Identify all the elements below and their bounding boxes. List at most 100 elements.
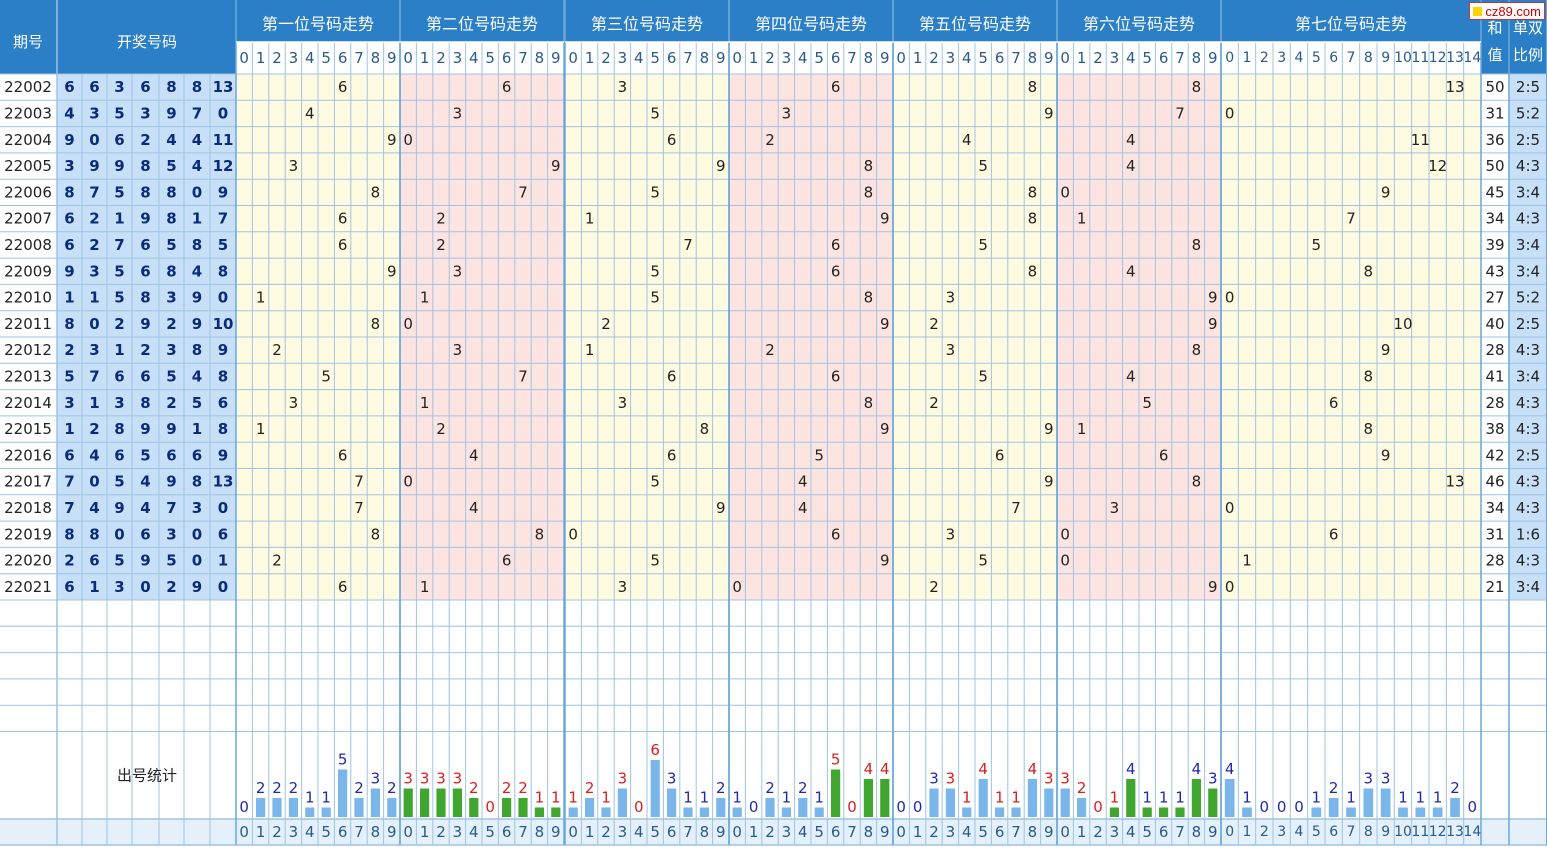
trend-hit-number: 13 bbox=[1445, 78, 1464, 96]
stats-bar bbox=[403, 788, 413, 817]
trend-hit-number: 5 bbox=[978, 367, 988, 385]
stats-count: 0 bbox=[239, 798, 249, 816]
trend-hit-number: 8 bbox=[371, 525, 381, 543]
stats-bar bbox=[1044, 788, 1054, 817]
draw-number: 0 bbox=[218, 578, 228, 596]
digit-header: 12 bbox=[1429, 50, 1447, 66]
stats-bar bbox=[1175, 807, 1185, 817]
draw-number: 5 bbox=[218, 236, 228, 254]
draw-number: 5 bbox=[166, 236, 176, 254]
digit-header: 2 bbox=[929, 49, 939, 67]
stats-bar bbox=[1311, 807, 1322, 817]
trend-hit-number: 8 bbox=[864, 394, 874, 412]
issue-number: 22004 bbox=[4, 131, 52, 149]
trend-hit-number: 0 bbox=[403, 315, 413, 333]
draw-number: 9 bbox=[218, 341, 228, 359]
trend-hit-number: 9 bbox=[1381, 183, 1391, 201]
draw-number: 5 bbox=[114, 262, 124, 280]
odd-even-ratio: 4:3 bbox=[1516, 499, 1540, 517]
draw-number: 2 bbox=[89, 420, 99, 438]
stats-bar bbox=[699, 807, 709, 817]
digit-header: 3 bbox=[782, 49, 792, 67]
stats-count: 3 bbox=[667, 770, 677, 788]
digit-header: 0 bbox=[1225, 50, 1234, 66]
digit-header: 7 bbox=[1011, 49, 1021, 67]
trend-hit-number: 5 bbox=[650, 262, 660, 280]
stats-bar bbox=[1208, 788, 1218, 817]
draw-number: 3 bbox=[114, 78, 124, 96]
stats-count: 2 bbox=[1329, 779, 1339, 797]
position-header-5: 第五位号码走势 bbox=[919, 15, 1031, 34]
odd-even-ratio: 4:3 bbox=[1516, 473, 1540, 491]
stats-bar bbox=[568, 807, 578, 817]
stats-bar bbox=[601, 807, 611, 817]
stats-count: 2 bbox=[502, 779, 512, 797]
trend-hit-number: 0 bbox=[403, 131, 413, 149]
ratio-header: 比例 bbox=[1513, 46, 1543, 64]
trend-hit-number: 5 bbox=[321, 367, 331, 385]
footer-digit: 0 bbox=[896, 823, 906, 841]
trend-hit-number: 3 bbox=[289, 394, 299, 412]
odd-even-ratio: 3:4 bbox=[1516, 183, 1540, 201]
trend-hit-number: 1 bbox=[1242, 552, 1252, 570]
trend-hit-number: 9 bbox=[1208, 315, 1218, 333]
draw-number: 3 bbox=[192, 499, 202, 517]
stats-bar bbox=[1415, 807, 1426, 817]
digit-header: 2 bbox=[1260, 50, 1269, 66]
trend-hit-number: 2 bbox=[929, 578, 939, 596]
footer-digit: 2 bbox=[601, 823, 611, 841]
draw-number: 6 bbox=[140, 367, 150, 385]
stats-count: 3 bbox=[453, 770, 463, 788]
stats-count: 0 bbox=[1294, 798, 1304, 816]
sum-value: 50 bbox=[1485, 157, 1504, 175]
digit-header: 4 bbox=[1126, 49, 1136, 67]
footer-digit: 11 bbox=[1411, 824, 1429, 840]
footer-digit: 6 bbox=[995, 823, 1005, 841]
trend-hit-number: 7 bbox=[1011, 499, 1021, 517]
trend-hit-number: 6 bbox=[338, 236, 348, 254]
draw-number: 3 bbox=[64, 157, 74, 175]
trend-hit-number: 5 bbox=[1312, 236, 1322, 254]
stats-bar bbox=[1398, 807, 1408, 817]
draw-number: 0 bbox=[192, 552, 202, 570]
digit-header: 1 bbox=[1077, 49, 1087, 67]
draw-number: 5 bbox=[166, 157, 176, 175]
trend-hit-number: 2 bbox=[929, 394, 939, 412]
trend-hit-number: 7 bbox=[518, 367, 528, 385]
draw-number: 6 bbox=[114, 446, 124, 464]
footer-digit: 8 bbox=[700, 823, 710, 841]
trend-hit-number: 0 bbox=[1060, 525, 1070, 543]
stats-bar bbox=[962, 807, 972, 817]
stats-bar bbox=[716, 798, 726, 817]
draw-number: 8 bbox=[192, 236, 202, 254]
sum-value: 34 bbox=[1485, 499, 1504, 517]
draw-number: 0 bbox=[114, 525, 124, 543]
trend-hit-number: 6 bbox=[831, 78, 841, 96]
stats-bar bbox=[305, 807, 315, 817]
digit-header: 9 bbox=[387, 49, 397, 67]
trend-hit-number: 9 bbox=[880, 210, 890, 228]
trend-hit-number: 1 bbox=[585, 341, 595, 359]
trend-hit-number: 1 bbox=[256, 289, 266, 307]
stats-count: 0 bbox=[896, 798, 906, 816]
watermark-text: cz89.com bbox=[1485, 3, 1541, 19]
draw-number: 2 bbox=[64, 552, 74, 570]
digit-header: 9 bbox=[716, 49, 726, 67]
stats-bar bbox=[1109, 807, 1119, 817]
digit-header: 4 bbox=[469, 49, 479, 67]
stats-bar bbox=[469, 798, 479, 817]
trend-hit-number: 4 bbox=[1126, 157, 1136, 175]
footer-digit: 1 bbox=[749, 823, 759, 841]
stats-count: 2 bbox=[518, 779, 528, 797]
stats-count: 1 bbox=[321, 789, 331, 807]
trend-hit-number: 4 bbox=[305, 104, 315, 122]
site-watermark[interactable]: cz89.com bbox=[1469, 2, 1545, 20]
trend-hit-number: 3 bbox=[946, 525, 956, 543]
stats-count: 5 bbox=[338, 751, 348, 769]
trend-hit-number: 2 bbox=[765, 131, 775, 149]
draw-number: 5 bbox=[114, 473, 124, 491]
position-header-2: 第二位号码走势 bbox=[426, 15, 538, 34]
digit-header: 3 bbox=[1110, 49, 1120, 67]
stats-count: 4 bbox=[1225, 760, 1235, 778]
stats-count: 0 bbox=[485, 798, 495, 816]
